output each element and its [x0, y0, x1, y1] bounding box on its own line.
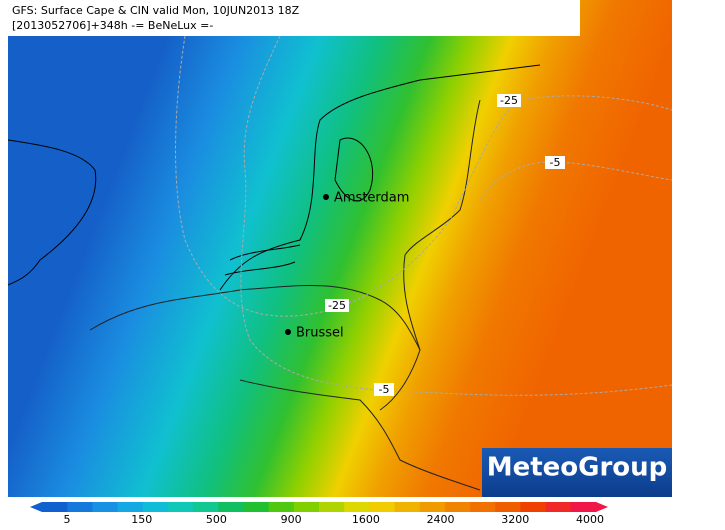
contour-label: -5: [550, 156, 561, 169]
contour-label: -5: [379, 383, 390, 396]
contour-labels: -25 -5 -25 -5: [325, 94, 565, 396]
colorbar-segment: [67, 502, 93, 512]
colorbar-segment: [570, 502, 597, 512]
map-field: [8, 0, 672, 497]
logo-box: [482, 448, 672, 497]
contour-label-box: [545, 156, 565, 169]
colorbar-arrow: [596, 502, 608, 512]
colorbar-segment: [268, 502, 295, 512]
coastlines: [7, 64, 541, 291]
header-box: [8, 0, 580, 36]
colorbar-segment: [419, 502, 446, 512]
logo: MeteoGroup: [487, 453, 668, 483]
colorbar-tick-label: 3200: [501, 513, 529, 526]
colorbar-segment: [243, 502, 270, 512]
header-line: GFS: Surface Cape & CIN valid Mon, 10JUN…: [12, 4, 300, 17]
contour-label: -25: [328, 299, 346, 312]
colorbar-segment: [319, 502, 345, 512]
colorbar-tick-label: 4000: [576, 513, 604, 526]
colorbar-segment: [344, 502, 370, 512]
colorbar-arrow: [30, 502, 42, 512]
colorbar-segment: [495, 502, 521, 512]
colorbar-segment: [142, 502, 169, 512]
colorbar-segment: [520, 502, 547, 512]
contour-label-box: [374, 383, 394, 396]
colorbar-tick-label: 900: [281, 513, 302, 526]
colorbar-tick-label: 2400: [427, 513, 455, 526]
colorbar-segment: [394, 502, 421, 512]
city-dot: [285, 329, 291, 335]
city-label: Brussel: [296, 326, 344, 341]
colorbar-segment: [92, 502, 119, 512]
colorbar-segment: [167, 502, 194, 512]
contour-label-box: [325, 299, 349, 312]
colorbar-segment: [193, 502, 219, 512]
colorbar-segment: [545, 502, 572, 512]
colorbar-tick-label: 1600: [352, 513, 380, 526]
colorbar-segment: [444, 502, 471, 512]
colorbar-segment: [42, 502, 68, 512]
colorbar: 5 150 500 900 1600 2400 3200 4000: [30, 502, 608, 526]
colorbar-segment: [369, 502, 396, 512]
contours: [175, 35, 673, 396]
contour-label-box: [497, 94, 521, 107]
colorbar-segment: [293, 502, 320, 512]
colorbar-tick-label: 150: [131, 513, 152, 526]
city-label: Amsterdam: [334, 191, 409, 206]
colorbar-tick-label: 5: [64, 513, 71, 526]
colorbar-segment: [117, 502, 144, 512]
colorbar-segment: [470, 502, 496, 512]
header-line: [2013052706]+348h -= BeNeLux =-: [12, 19, 213, 32]
colorbar-segment: [218, 502, 244, 512]
borders: [89, 99, 481, 491]
colorbar-tick-label: 500: [206, 513, 227, 526]
contour-label: -25: [500, 94, 518, 107]
city-dot: [323, 194, 329, 200]
